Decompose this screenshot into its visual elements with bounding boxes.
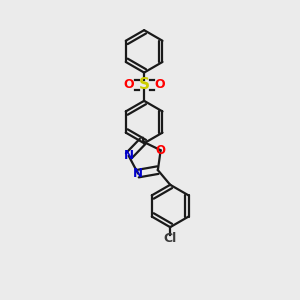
Text: S: S	[139, 77, 150, 92]
Text: N: N	[124, 149, 134, 162]
Text: N: N	[133, 167, 143, 180]
Text: O: O	[124, 78, 134, 91]
Text: O: O	[154, 78, 165, 91]
Text: O: O	[156, 144, 166, 157]
Text: Cl: Cl	[164, 232, 177, 245]
